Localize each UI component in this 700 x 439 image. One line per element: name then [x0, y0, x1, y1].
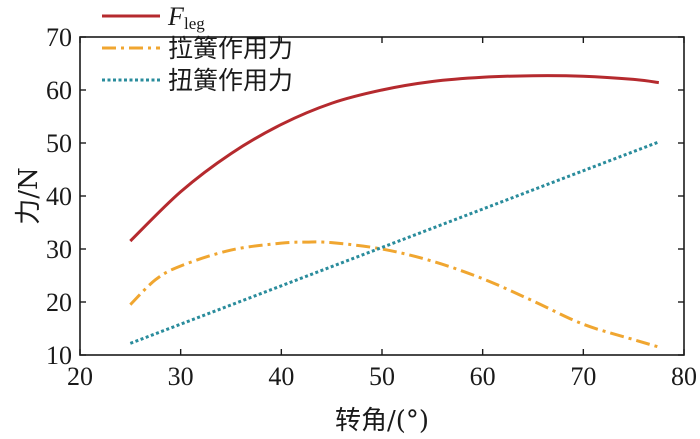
y-tick-label: 10	[46, 341, 72, 370]
legend-label-2: 扭簧作用力	[168, 66, 293, 95]
x-tick-label: 20	[67, 362, 93, 391]
y-tick-label: 50	[46, 129, 72, 158]
y-tick-label: 40	[46, 182, 72, 211]
x-tick-label: 80	[671, 362, 697, 391]
y-tick-label: 60	[46, 76, 72, 105]
legend-label-sub-0: leg	[184, 14, 205, 33]
series-line-1	[129, 240, 660, 349]
series-line-2	[129, 140, 660, 345]
series-line-0	[129, 74, 660, 243]
series-group	[129, 74, 660, 349]
y-tick-label: 20	[46, 288, 72, 317]
x-tick-label: 30	[168, 362, 194, 391]
x-tick-label: 40	[268, 362, 294, 391]
x-axis-label: 转角/(°)	[335, 406, 429, 436]
x-tick-label: 50	[369, 362, 395, 391]
y-tick-label: 70	[46, 23, 72, 52]
x-tick-label: 60	[470, 362, 496, 391]
x-tick-label: 70	[570, 362, 596, 391]
y-axis-label: 力/N	[14, 167, 44, 225]
y-tick-label: 30	[46, 235, 72, 264]
legend-label-0: F	[167, 2, 185, 31]
legend-label-1: 拉簧作用力	[168, 34, 293, 63]
